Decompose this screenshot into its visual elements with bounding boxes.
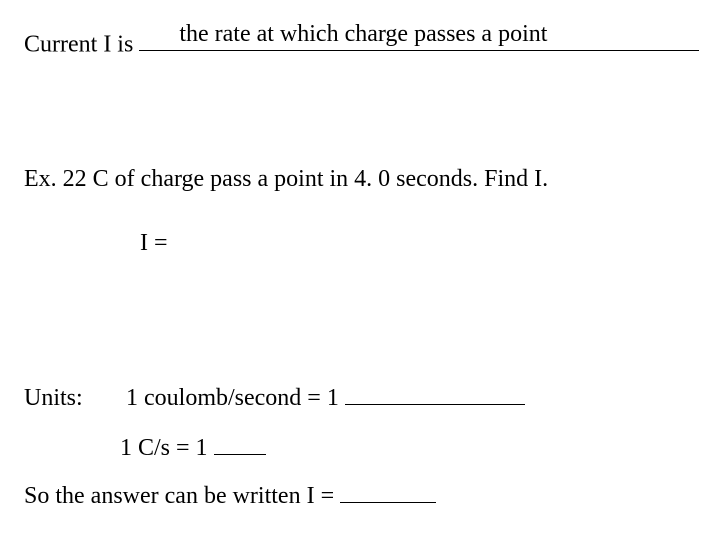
so-blank: [340, 478, 436, 503]
so-line: So the answer can be written I =: [24, 478, 436, 510]
example-line: Ex. 22 C of charge pass a point in 4. 0 …: [24, 166, 548, 193]
cs-line: 1 C/s = 1: [120, 430, 266, 462]
units-text: 1 coulomb/second = 1: [126, 385, 345, 411]
definition-blank: the rate at which charge passes a point: [139, 24, 699, 51]
cs-text: 1 C/s = 1: [120, 435, 214, 461]
units-blank: [345, 380, 525, 405]
definition-fill: the rate at which charge passes a point: [179, 21, 547, 48]
so-text: So the answer can be written I =: [24, 483, 340, 509]
definition-line: Current I is the rate at which charge pa…: [24, 24, 699, 58]
i-equals-line: I =: [140, 230, 168, 257]
definition-prefix: Current I is: [24, 31, 139, 57]
cs-blank: [214, 430, 266, 455]
units-label: Units:: [24, 385, 120, 412]
units-line: Units: 1 coulomb/second = 1: [24, 380, 525, 412]
